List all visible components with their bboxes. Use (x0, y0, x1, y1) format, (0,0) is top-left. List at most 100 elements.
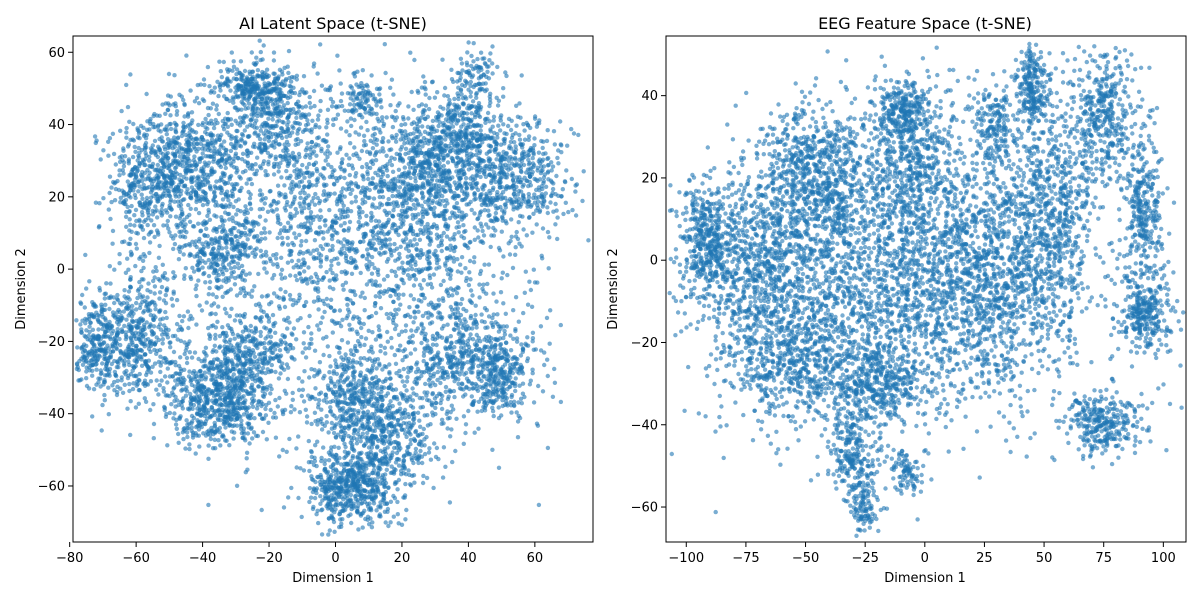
scatter-point (397, 251, 402, 257)
scatter-point (491, 273, 496, 279)
scatter-point (444, 289, 449, 294)
scatter-point (352, 102, 357, 108)
scatter-point (333, 213, 338, 219)
scatter-point (362, 138, 367, 144)
scatter-point (447, 415, 452, 421)
scatter-point (466, 282, 472, 288)
scatter-point (479, 319, 485, 324)
scatter-point (285, 235, 290, 241)
scatter-point (482, 344, 487, 349)
scatter-point (264, 437, 269, 442)
scatter-point (531, 400, 537, 405)
scatter-point (243, 204, 248, 209)
scatter-point (260, 380, 265, 386)
scatter-point (475, 187, 481, 193)
scatter-point (563, 200, 568, 205)
scatter-point (525, 335, 530, 340)
scatter-point (356, 132, 362, 137)
scatter-point (207, 433, 213, 438)
scatter-point (440, 57, 445, 62)
scatter-point (383, 472, 388, 477)
scatter-point (447, 388, 452, 393)
scatter-point (499, 276, 504, 281)
scatter-point (219, 190, 224, 196)
scatter-point (253, 162, 258, 167)
scatter-point (418, 448, 423, 454)
scatter-point (265, 209, 271, 214)
scatter-point (409, 328, 414, 333)
scatter-point (438, 282, 444, 288)
scatter-point (271, 343, 277, 348)
scatter-point (255, 113, 260, 119)
scatter-point (121, 309, 127, 314)
scatter-point (558, 119, 563, 124)
scatter-point (389, 134, 395, 139)
scatter-point (323, 242, 328, 247)
scatter-point (522, 137, 528, 142)
scatter-point (383, 434, 388, 439)
scatter-point (381, 450, 386, 455)
scatter-point (282, 304, 288, 310)
scatter-point (118, 195, 124, 201)
scatter-point (133, 241, 139, 247)
scatter-point (177, 92, 182, 98)
scatter-point (548, 200, 553, 205)
scatter-point (386, 523, 391, 529)
scatter-point (369, 278, 374, 283)
scatter-point (263, 110, 268, 115)
scatter-point (256, 364, 262, 369)
scatter-point (255, 68, 261, 73)
scatter-point (453, 448, 458, 454)
scatter-point (268, 383, 273, 388)
scatter-point (365, 128, 370, 133)
scatter-point (415, 304, 420, 309)
scatter-point (74, 318, 79, 323)
scatter-point (178, 234, 183, 239)
scatter-point (455, 220, 461, 225)
scatter-point (502, 131, 507, 136)
scatter-point (339, 212, 344, 217)
scatter-point (197, 444, 202, 449)
scatter-point (410, 340, 415, 345)
scatter-point (136, 401, 141, 406)
scatter-point (342, 175, 347, 181)
scatter-point (287, 292, 293, 298)
scatter-point (112, 300, 117, 306)
scatter-point (403, 122, 408, 127)
scatter-point (277, 348, 283, 353)
scatter-point (296, 376, 301, 381)
scatter-point (311, 149, 317, 154)
scatter-point (158, 354, 163, 359)
scatter-point (302, 175, 307, 180)
scatter-point (162, 404, 167, 410)
scatter-point (329, 104, 335, 109)
scatter-point (385, 273, 390, 279)
scatter-point (530, 336, 536, 341)
scatter-point (505, 123, 511, 129)
scatter-point (234, 128, 239, 134)
scatter-point (471, 41, 476, 46)
scatter-point (463, 94, 468, 100)
scatter-point (278, 130, 283, 136)
scatter-point (223, 203, 229, 208)
scatter-point (141, 235, 147, 241)
scatter-point (194, 244, 199, 250)
scatter-point (263, 169, 268, 174)
scatter-point (249, 181, 255, 187)
scatter-point (318, 259, 324, 265)
scatter-point (530, 156, 535, 161)
scatter-point (115, 384, 120, 389)
scatter-point (396, 296, 401, 301)
scatter-point (111, 151, 117, 157)
scatter-point (347, 156, 352, 161)
scatter-point (427, 446, 432, 451)
scatter-point (546, 169, 551, 174)
scatter-point (242, 293, 247, 299)
scatter-point (332, 191, 337, 196)
scatter-point (109, 199, 114, 205)
scatter-point (193, 451, 198, 456)
scatter-point (284, 139, 290, 144)
scatter-point (276, 169, 281, 174)
scatter-point (425, 253, 430, 259)
scatter-point (289, 404, 294, 409)
